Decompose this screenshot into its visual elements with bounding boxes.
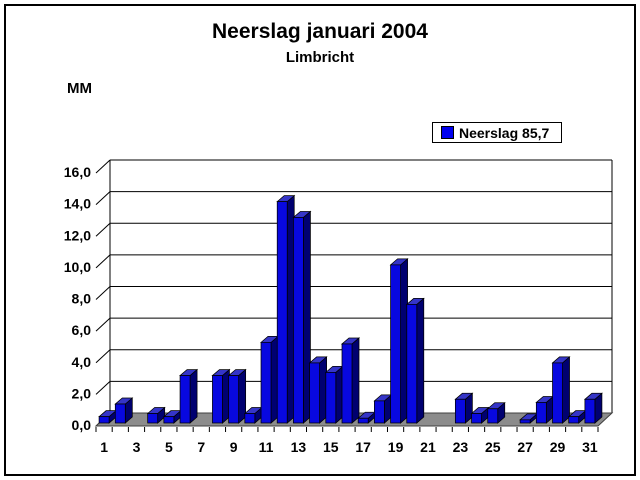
bar-front-face — [374, 400, 385, 424]
bar-day-20 — [405, 297, 425, 424]
chart-subtitle: Limbricht — [285, 49, 355, 66]
y-tick-label: 12,0 — [64, 227, 91, 243]
x-tick-label: 31 — [582, 439, 598, 455]
x-tick-label: 21 — [420, 439, 436, 455]
bar-day-16 — [340, 337, 361, 424]
x-tick-label: 1 — [100, 439, 108, 455]
bar-front-face — [114, 403, 126, 424]
bar-side-face — [562, 356, 570, 424]
x-tick-label: 17 — [355, 439, 371, 455]
bar-front-face — [276, 201, 288, 424]
bar-day-23 — [454, 392, 474, 424]
y-axis-tick — [95, 254, 111, 269]
bar-front-face — [552, 362, 563, 424]
bar-front-face — [390, 264, 401, 424]
bar-front-face — [98, 416, 110, 424]
y-axis-tick — [95, 317, 111, 332]
bar-day-8 — [211, 368, 231, 424]
bar-front-face — [535, 402, 547, 424]
x-tick-label: 25 — [485, 439, 501, 455]
bar-front-face — [309, 362, 320, 424]
legend-series-label: Neerslag 85,7 — [459, 124, 550, 141]
y-axis-tick — [95, 191, 111, 205]
bar-front-face — [293, 217, 304, 424]
bar-day-24 — [470, 406, 490, 424]
bar-front-face — [163, 416, 175, 424]
x-tick-label: 7 — [197, 439, 205, 455]
bar-front-face — [406, 304, 418, 424]
bar-side-face — [189, 368, 198, 424]
bar-day-6 — [179, 368, 199, 424]
bar-day-13 — [292, 210, 312, 424]
y-tick-label: 4,0 — [72, 354, 92, 370]
bar-day-28 — [535, 395, 555, 424]
bar-front-face — [584, 398, 596, 424]
bar-day-1 — [98, 409, 118, 424]
y-axis-tick — [95, 349, 111, 364]
x-tick-label: 3 — [133, 439, 141, 455]
x-tick-label: 27 — [517, 439, 533, 455]
bar-day-29 — [551, 356, 571, 424]
bar-front-face — [454, 398, 466, 424]
bar-side-face — [351, 337, 360, 424]
y-axis-tick — [95, 286, 111, 300]
bar-front-face — [519, 419, 531, 424]
y-tick-label: 16,0 — [64, 164, 91, 180]
bar-day-25 — [486, 401, 506, 424]
bar-front-face — [228, 375, 240, 424]
bar-front-face — [471, 413, 482, 424]
bar-front-face — [212, 375, 223, 424]
x-tick-label: 23 — [453, 439, 469, 455]
y-tick-label: 2,0 — [72, 385, 92, 401]
chart-title: Neerslag januari 2004 — [212, 20, 428, 43]
bar-front-face — [179, 375, 191, 424]
bar-front-face — [147, 413, 159, 424]
x-tick-label: 13 — [291, 439, 307, 455]
bar-day-11 — [260, 335, 280, 424]
y-tick-label: 6,0 — [72, 322, 92, 338]
x-tick-label: 11 — [259, 439, 274, 455]
bar-day-31 — [583, 392, 603, 424]
bar-day-12 — [276, 194, 296, 424]
x-tick-label: 19 — [388, 439, 404, 455]
bar-day-27 — [519, 413, 539, 424]
bar-day-15 — [324, 365, 344, 424]
bar-front-face — [487, 408, 499, 424]
y-tick-label: 0,0 — [72, 417, 92, 433]
bar-front-face — [244, 413, 256, 424]
bar-day-18 — [373, 394, 393, 424]
legend-series-swatch-icon — [441, 126, 454, 139]
y-axis-tick — [95, 222, 111, 237]
x-tick-label: 29 — [550, 439, 566, 455]
bar-day-4 — [146, 406, 166, 424]
y-tick-label: 8,0 — [72, 291, 92, 307]
y-tick-label: 10,0 — [64, 259, 91, 275]
bar-front-face — [568, 416, 580, 424]
x-tick-label: 9 — [230, 439, 238, 455]
bar-side-face — [416, 297, 425, 424]
bar-day-2 — [114, 397, 134, 424]
y-axis-unit-label: MM — [67, 80, 92, 97]
bar-front-face — [357, 417, 369, 424]
legend: Neerslag 85,7 — [432, 122, 562, 143]
x-tick-label: 5 — [165, 439, 173, 455]
x-tick-label: 15 — [323, 439, 339, 455]
y-axis-tick — [95, 381, 111, 395]
bar-front-face — [341, 343, 353, 424]
y-axis-tick — [95, 159, 111, 174]
bar-day-14 — [308, 356, 328, 424]
bar-front-face — [260, 341, 272, 424]
bar-day-19 — [389, 258, 409, 424]
y-tick-label: 14,0 — [64, 196, 91, 212]
bar-day-9 — [227, 368, 247, 424]
bar-front-face — [325, 372, 337, 424]
